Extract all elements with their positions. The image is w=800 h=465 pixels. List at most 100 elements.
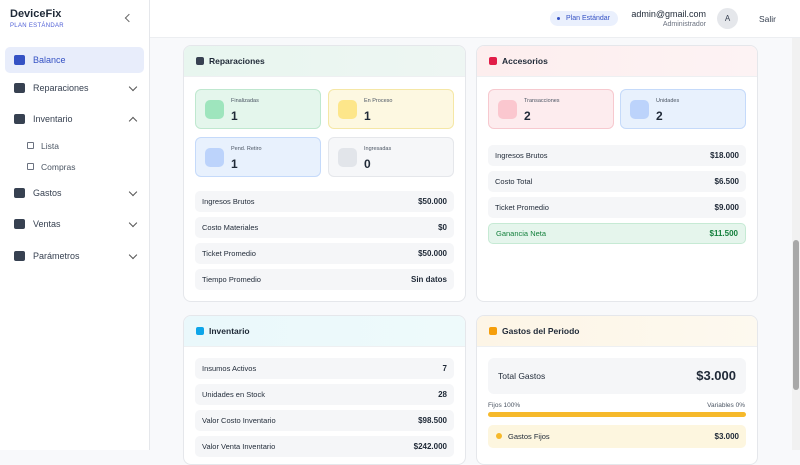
metric-row: Unidades en Stock 28: [195, 384, 454, 405]
card: Reparaciones Finalizadas 1 En Proceso 1 Pend.…: [183, 45, 466, 302]
menu-icon: [14, 251, 25, 261]
tile-icon: [205, 100, 224, 119]
row-label: Valor Costo Inventario: [202, 416, 276, 425]
row-label: Insumos Activos: [202, 364, 257, 373]
menu-label: Reparaciones: [33, 83, 89, 93]
metric-row: Ingresos Brutos $50.000: [195, 191, 454, 212]
row-value: $11.500: [709, 229, 738, 238]
tile-label: Finalizadas: [231, 98, 259, 104]
row-value: $0: [438, 223, 447, 232]
row-label: Costo Total: [495, 177, 533, 186]
row-label: Gastos Fijos: [508, 432, 550, 441]
card-header: Inventario: [184, 316, 465, 347]
menu-icon: [14, 83, 25, 93]
metric-row: Gastos Fijos $3.000: [488, 425, 746, 448]
stat-tile: Ingresadas 0: [328, 137, 454, 177]
row-label: Valor Venta Inventario: [202, 442, 276, 451]
card-title: Reparaciones: [209, 56, 265, 66]
menu-label: Gastos: [33, 188, 62, 198]
row-value: $50.000: [418, 249, 447, 258]
metric-row: Valor Venta Inventario $242.000: [195, 436, 454, 457]
tile-label: Unidades: [656, 98, 680, 104]
row-label: Ticket Promedio: [495, 203, 549, 212]
row-label: Ganancia Neta: [496, 229, 547, 238]
tile-label: En Proceso: [364, 98, 393, 104]
chevron: [128, 250, 138, 260]
fixed-label: Fijos 100%: [488, 402, 521, 409]
sidebar: DeviceFix PLAN ESTÁNDAR Balance Reparacio…: [0, 0, 150, 450]
stat-tile: Pend. Retiro 1: [195, 137, 321, 177]
tile-value: 1: [231, 157, 238, 171]
total-value: $3.000: [696, 368, 736, 383]
submenu-item[interactable]: Lista: [41, 141, 59, 151]
plan-pill: Plan Estándar: [550, 11, 618, 26]
row-value: $50.000: [418, 197, 447, 206]
plan-label: PLAN ESTÁNDAR: [10, 23, 64, 29]
logout[interactable]: Salir: [759, 14, 777, 24]
tile-value: 1: [364, 109, 371, 123]
header-icon: [489, 57, 497, 65]
menu-label: Parámetros: [33, 251, 80, 261]
tile-label: Transacciones: [524, 98, 560, 104]
stat-tile: Finalizadas 1: [195, 89, 321, 129]
scrollbar[interactable]: [792, 38, 800, 450]
tile-value: 2: [656, 109, 663, 123]
brand: DeviceFix: [10, 8, 62, 20]
tile-value: 1: [231, 109, 238, 123]
menu-item[interactable]: Balance: [5, 47, 144, 73]
menu-item[interactable]: Reparaciones: [5, 75, 144, 101]
card-header: Gastos del Periodo: [477, 316, 757, 347]
row-value: $98.500: [418, 416, 447, 425]
row-label: Unidades en Stock: [202, 390, 265, 399]
plan-text: Plan Estándar: [566, 15, 610, 22]
menu-item[interactable]: Inventario: [5, 106, 144, 132]
row-value: 28: [438, 390, 447, 399]
chevron: [128, 116, 138, 126]
row-value: $6.500: [714, 177, 739, 186]
submenu-item[interactable]: Compras: [41, 162, 76, 172]
card-title: Accesorios: [502, 56, 548, 66]
row-label: Costo Materiales: [202, 223, 259, 232]
card: Accesorios Transacciones 2 Unidades 2 Ingreso…: [476, 45, 758, 302]
row-label: Tiempo Promedio: [202, 275, 261, 284]
scroll-thumb[interactable]: [793, 240, 799, 390]
user-role: Administrador: [662, 21, 706, 28]
metric-row: Ticket Promedio $50.000: [195, 243, 454, 264]
row-label: Ticket Promedio: [202, 249, 256, 258]
tile-label: Pend. Retiro: [231, 146, 262, 152]
menu-icon: [14, 114, 25, 124]
variable-label: Variables 0%: [707, 402, 745, 409]
row-label: Ingresos Brutos: [495, 151, 548, 160]
stat-tile: En Proceso 1: [328, 89, 454, 129]
chevron: [128, 218, 138, 228]
tile-label: Ingresadas: [364, 146, 392, 152]
collapse-button[interactable]: [124, 13, 134, 23]
stat-tile: Transacciones 2: [488, 89, 614, 129]
chevron: [128, 82, 138, 92]
menu-item[interactable]: Ventas: [5, 211, 144, 237]
card: Inventario Insumos Activos 7 Unidades en St…: [183, 315, 466, 465]
tile-icon: [205, 148, 224, 167]
menu-item[interactable]: Gastos: [5, 180, 144, 206]
card-title: Inventario: [209, 326, 250, 336]
tile-icon: [630, 100, 649, 119]
metric-row: Ticket Promedio $9.000: [488, 197, 746, 218]
row-value: 7: [442, 364, 447, 373]
card-header: Reparaciones: [184, 46, 465, 77]
menu-label: Balance: [33, 55, 66, 65]
menu-item[interactable]: Parámetros: [5, 243, 144, 269]
metric-row: Ingresos Brutos $18.000: [488, 145, 746, 166]
row-label: Ingresos Brutos: [202, 197, 255, 206]
dot: [496, 433, 502, 439]
progress-bar: [488, 412, 746, 417]
submenu-icon: [27, 142, 34, 149]
header-icon: [196, 327, 204, 335]
metric-row: Costo Materiales $0: [195, 217, 454, 238]
metric-row: Tiempo Promedio Sin datos: [195, 269, 454, 290]
metric-row: Ganancia Neta $11.500: [488, 223, 746, 244]
stat-tile: Unidades 2: [620, 89, 746, 129]
metric-row: Costo Total $6.500: [488, 171, 746, 192]
tile-icon: [338, 148, 357, 167]
avatar[interactable]: A: [717, 8, 738, 29]
